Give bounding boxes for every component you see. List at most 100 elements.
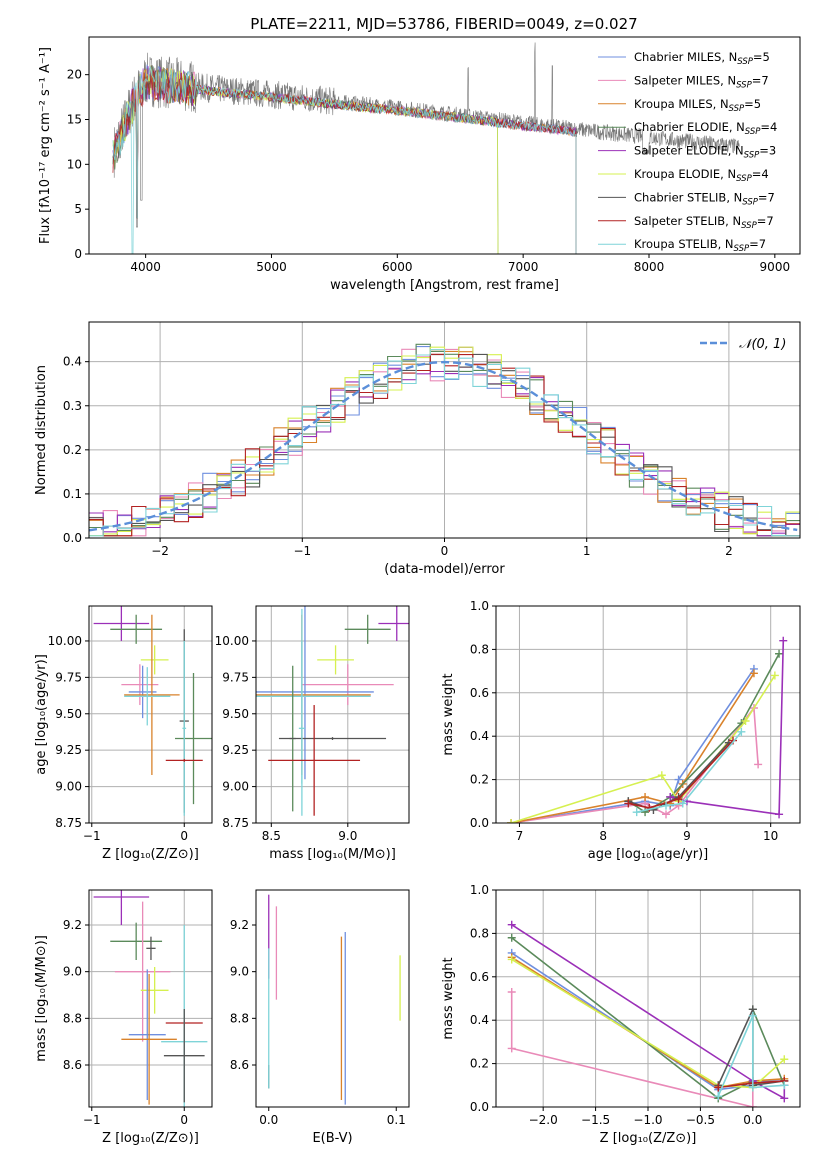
axes-frame bbox=[495, 605, 801, 824]
axes-frame bbox=[255, 889, 410, 1108]
y-tick-label: 9.2 bbox=[230, 918, 249, 932]
y-tick-label: 10.00 bbox=[48, 634, 82, 648]
series-marker bbox=[775, 810, 784, 819]
x-tick-label: −0.5 bbox=[686, 1113, 715, 1127]
series-line bbox=[510, 705, 759, 823]
x-axis-label: age [log₁₀(age/yr)] bbox=[588, 847, 709, 862]
y-tick-label: 0 bbox=[74, 247, 82, 261]
legend-entry: 𝒩(0, 1) bbox=[739, 337, 786, 352]
y-tick-label: 0.2 bbox=[63, 443, 82, 457]
x-tick-label: 0.1 bbox=[387, 1113, 406, 1127]
series-marker bbox=[645, 803, 654, 812]
errorbar-point bbox=[121, 974, 177, 1105]
weight-series bbox=[624, 649, 784, 817]
normal-curve bbox=[89, 360, 798, 532]
x-tick-label: 6000 bbox=[382, 260, 413, 274]
series-marker bbox=[674, 775, 683, 784]
model-spectrum bbox=[112, 66, 577, 254]
y-tick-label: 0.4 bbox=[470, 1013, 489, 1027]
x-tick-label: −1 bbox=[83, 829, 101, 843]
errorbar-point bbox=[317, 645, 354, 675]
series-marker bbox=[780, 1094, 789, 1103]
panel-age-vs-mass: 8.5 9.0 8.75 9.00 9.25 9.50 9.75 10.00 mass [log… bbox=[215, 605, 410, 862]
legend-entry: Chabrier ELODIE, NSSP=4 bbox=[634, 120, 777, 137]
errorbar-point bbox=[121, 664, 159, 706]
series-line bbox=[717, 1015, 785, 1097]
plot-area bbox=[507, 920, 789, 1107]
errorbar-point bbox=[93, 890, 150, 925]
y-tick-label: 9.0 bbox=[63, 965, 82, 979]
x-tick-label: 8.5 bbox=[262, 829, 281, 843]
legend-entry: Chabrier MILES, NSSP=5 bbox=[634, 50, 770, 67]
y-tick-label: 0.0 bbox=[470, 1100, 489, 1114]
x-axis-label: (data-model)/error bbox=[384, 562, 505, 577]
y-tick-label: 9.0 bbox=[230, 965, 249, 979]
weight-series bbox=[714, 1011, 789, 1101]
series-marker bbox=[714, 1092, 723, 1101]
errorbar-point bbox=[93, 606, 150, 641]
series-marker bbox=[749, 669, 758, 678]
series-marker bbox=[507, 987, 516, 996]
legend-entry: Kroupa STELIB, NSSP=7 bbox=[634, 237, 766, 254]
y-tick-label: 9.00 bbox=[55, 780, 82, 794]
errorbar-point bbox=[301, 664, 394, 706]
panel-residuals: −2 −1 0 1 2 0.0 0.1 0.2 0.3 0.4 (data-model)/error… bbox=[34, 321, 801, 577]
series-marker bbox=[507, 819, 516, 823]
y-tick-label: 9.25 bbox=[222, 743, 249, 757]
figure-title: PLATE=2211, MJD=53786, FIBERID=0049, z=0… bbox=[250, 15, 637, 33]
y-tick-label: 9.00 bbox=[222, 780, 249, 794]
errorbar-point bbox=[298, 640, 305, 816]
legend-entry: Salpeter MILES, NSSP=7 bbox=[634, 73, 769, 90]
plot-area bbox=[112, 42, 740, 254]
legend-entry: Salpeter STELIB, NSSP=7 bbox=[634, 214, 774, 231]
errorbar-point bbox=[110, 922, 163, 960]
panel-weight-vs-Z: −2.0 −1.5 −1.0 −0.5 0.0 0.0 0.2 0.4 0.6 0.8 1.0 Z [… bbox=[441, 883, 801, 1146]
weight-series bbox=[624, 736, 738, 812]
errorbar-point bbox=[146, 936, 156, 960]
x-tick-label: 9 bbox=[683, 829, 691, 843]
x-tick-label: 7000 bbox=[508, 260, 539, 274]
panel-spectrum: 4000 5000 6000 7000 8000 9000 0 5 10 15 20 waveleng… bbox=[38, 36, 801, 293]
series-marker bbox=[779, 636, 788, 645]
axes-frame bbox=[88, 36, 801, 255]
axes-frame bbox=[255, 605, 410, 824]
y-tick-label: 0.1 bbox=[63, 487, 82, 501]
x-tick-label: 8000 bbox=[634, 260, 665, 274]
errorbar-point bbox=[163, 1009, 205, 1103]
errorbar-point bbox=[140, 967, 169, 1014]
x-tick-label: 4000 bbox=[130, 260, 161, 274]
errorbar-point bbox=[278, 737, 387, 740]
axes-frame bbox=[495, 889, 801, 1108]
grid bbox=[89, 890, 212, 1107]
y-axis-label: mass weight bbox=[441, 957, 456, 1039]
y-tick-label: 20 bbox=[67, 68, 82, 82]
plot-area bbox=[93, 606, 212, 816]
y-tick-label: 0.6 bbox=[470, 686, 489, 700]
errorbar-point bbox=[110, 614, 163, 644]
plot-area bbox=[507, 636, 788, 823]
errorbar-point bbox=[124, 614, 180, 775]
series-marker bbox=[662, 810, 671, 819]
axes-frame bbox=[88, 889, 213, 1108]
series-marker bbox=[507, 920, 516, 929]
errorbar-point bbox=[378, 606, 409, 641]
legend-entry: Kroupa ELODIE, NSSP=4 bbox=[634, 167, 769, 184]
y-tick-label: 9.75 bbox=[55, 670, 82, 684]
errorbar-point bbox=[128, 969, 166, 1100]
series-marker bbox=[632, 808, 641, 817]
y-axis-label: Normed distribution bbox=[34, 365, 49, 495]
axes-frame bbox=[88, 605, 213, 824]
y-tick-label: 8.75 bbox=[222, 816, 249, 830]
x-axis-label: mass [log₁₀(M/M⊙)] bbox=[269, 847, 396, 862]
y-tick-label: 0.6 bbox=[470, 970, 489, 984]
x-tick-label: 0 bbox=[180, 829, 188, 843]
x-axis-label: Z [log₁₀(Z/Z⊙)] bbox=[600, 1131, 697, 1146]
panel-age-vs-Z: −1 0 8.75 9.00 9.25 9.50 9.75 10.00 Z [log₁₀(Z/Z… bbox=[34, 605, 213, 862]
series-marker bbox=[748, 1011, 757, 1020]
y-tick-label: 9.75 bbox=[222, 670, 249, 684]
series-marker bbox=[737, 727, 746, 736]
legend: 𝒩(0, 1) bbox=[700, 337, 786, 352]
series-marker bbox=[678, 799, 687, 808]
x-tick-label: 7 bbox=[516, 829, 524, 843]
y-tick-label: 0.4 bbox=[63, 355, 82, 369]
